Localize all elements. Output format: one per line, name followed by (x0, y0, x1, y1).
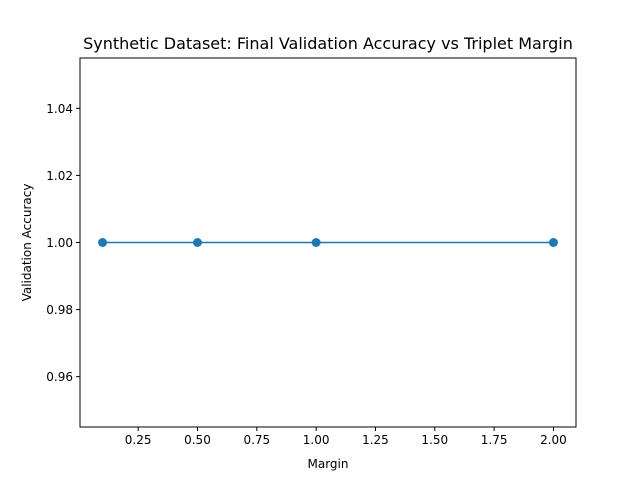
x-tick-label: 1.50 (421, 433, 448, 447)
x-tick-label: 0.50 (184, 433, 211, 447)
x-axis-label: Margin (308, 457, 349, 471)
data-point (548, 238, 558, 247)
x-tick-label: 2.00 (540, 433, 567, 447)
x-axis: 0.25 0.50 0.75 1.00 1.25 1.50 1.75 2.00 (125, 427, 567, 447)
x-tick-label: 0.75 (243, 433, 270, 447)
x-tick-label: 0.25 (125, 433, 152, 447)
x-tick-label: 1.00 (303, 433, 330, 447)
chart-title: Synthetic Dataset: Final Validation Accu… (83, 34, 573, 53)
x-tick-label: 1.75 (481, 433, 508, 447)
y-tick-label: 1.04 (46, 102, 73, 116)
y-tick-label: 0.96 (46, 370, 73, 384)
y-tick-label: 0.98 (46, 303, 73, 317)
x-tick-label: 1.25 (362, 433, 389, 447)
y-tick-label: 1.02 (46, 169, 73, 183)
y-axis-label: Validation Accuracy (20, 184, 34, 302)
data-point (98, 238, 108, 247)
y-axis: 0.96 0.98 1.00 1.02 1.04 (46, 102, 80, 384)
plot-frame (79, 57, 577, 428)
data-point (311, 238, 321, 247)
series-layer (98, 238, 558, 247)
y-tick-label: 1.00 (46, 236, 73, 250)
data-point (192, 238, 202, 247)
